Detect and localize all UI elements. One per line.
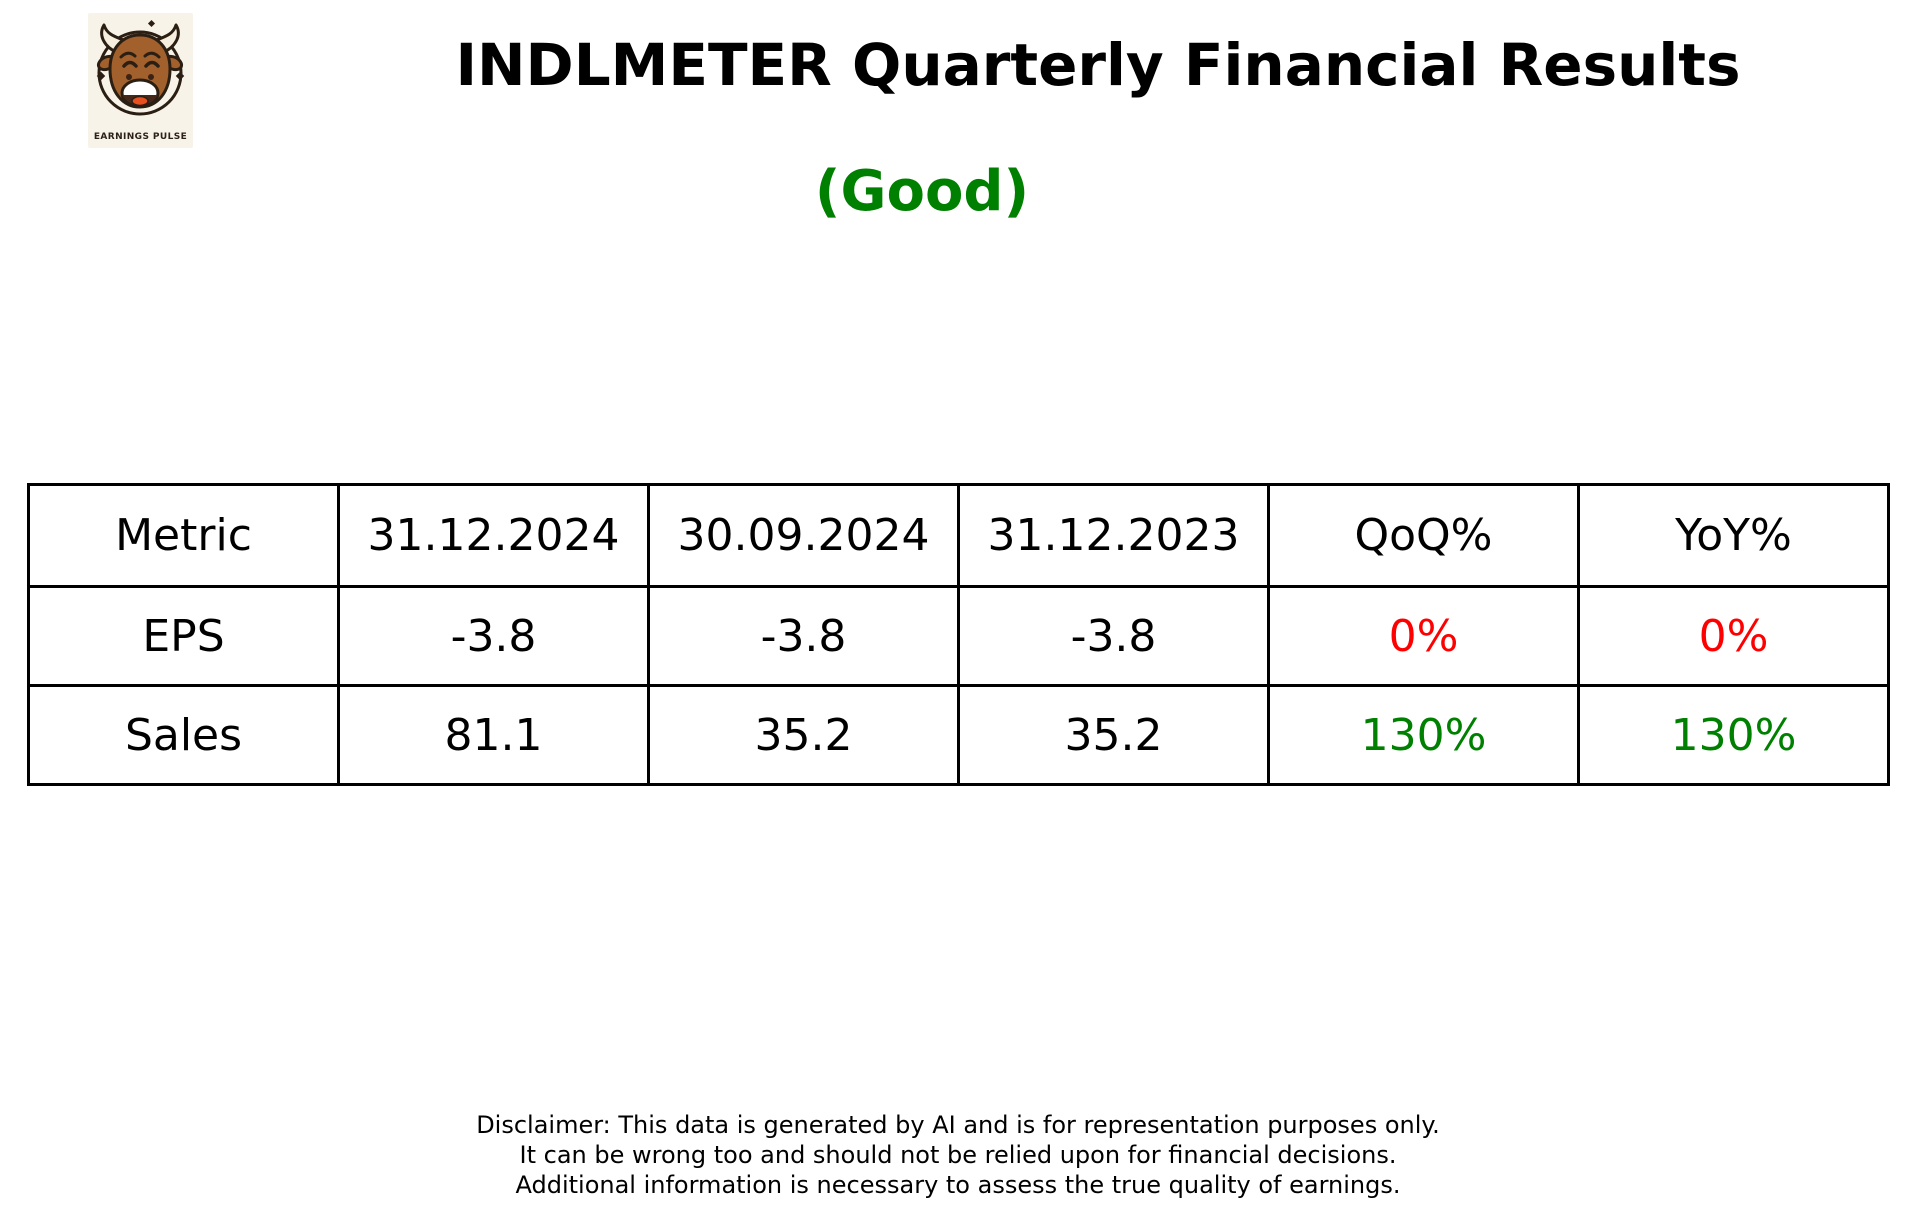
disclaimer: Disclaimer: This data is generated by AI… bbox=[476, 1110, 1440, 1200]
sales-value-current: 81.1 bbox=[337, 684, 650, 786]
eps-qoq-cell: 0% bbox=[1267, 585, 1580, 687]
col-header-metric: Metric bbox=[27, 483, 340, 588]
earnings-pulse-logo: EARNINGS PULSE bbox=[88, 13, 193, 148]
sales-qoq-cell: 130% bbox=[1267, 684, 1580, 786]
table-row-sales: Sales 81.1 35.2 35.2 130% 130% bbox=[27, 684, 1890, 786]
col-header-yoy: YoY% bbox=[1577, 483, 1890, 588]
table-header-row: Metric 31.12.2024 30.09.2024 31.12.2023 … bbox=[27, 483, 1890, 588]
disclaimer-line: Disclaimer: This data is generated by AI… bbox=[476, 1111, 1440, 1139]
disclaimer-line: It can be wrong too and should not be re… bbox=[519, 1141, 1397, 1169]
col-header-q-yearago: 31.12.2023 bbox=[957, 483, 1270, 588]
eps-value-previous: -3.8 bbox=[647, 585, 960, 687]
sales-value-yearago: 35.2 bbox=[957, 684, 1270, 786]
eps-value-current: -3.8 bbox=[337, 585, 650, 687]
col-header-q-previous: 30.09.2024 bbox=[647, 483, 960, 588]
sales-yoy-cell: 130% bbox=[1577, 684, 1890, 786]
eps-metric-cell: EPS bbox=[27, 585, 340, 687]
disclaimer-line: Additional information is necessary to a… bbox=[515, 1171, 1401, 1199]
sales-metric-cell: Sales bbox=[27, 684, 340, 786]
laughing-bull-icon bbox=[96, 19, 185, 116]
financial-results-table: Metric 31.12.2024 30.09.2024 31.12.2023 … bbox=[27, 483, 1890, 786]
page-title: INDLMETER Quarterly Financial Results bbox=[455, 31, 1741, 99]
col-header-qoq: QoQ% bbox=[1267, 483, 1580, 588]
col-header-q-current: 31.12.2024 bbox=[337, 483, 650, 588]
sales-value-previous: 35.2 bbox=[647, 684, 960, 786]
table-row-eps: EPS -3.8 -3.8 -3.8 0% 0% bbox=[27, 585, 1890, 687]
eps-yoy-cell: 0% bbox=[1577, 585, 1890, 687]
verdict-subtitle: (Good) bbox=[814, 159, 1030, 224]
logo-caption: EARNINGS PULSE bbox=[93, 132, 188, 142]
eps-value-yearago: -3.8 bbox=[957, 585, 1270, 687]
